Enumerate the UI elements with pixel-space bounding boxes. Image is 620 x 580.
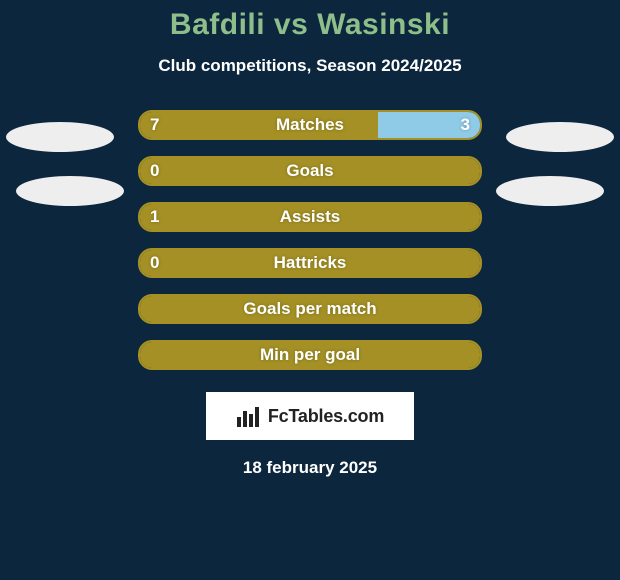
- stat-bar: Hattricks0: [138, 248, 482, 278]
- stat-label: Goals: [140, 158, 480, 184]
- title-player2: Wasinski: [317, 8, 450, 41]
- logo-box[interactable]: FcTables.com: [206, 392, 414, 440]
- stat-value-player2: [460, 342, 480, 368]
- stat-bar: Matches7 3: [138, 110, 482, 140]
- stat-label: Assists: [140, 204, 480, 230]
- logo-text: FcTables.com: [268, 406, 384, 427]
- title-vs: vs: [274, 8, 308, 41]
- stat-row: Hattricks0: [0, 240, 620, 286]
- stat-value-player2: [460, 204, 480, 230]
- page-title: Bafdili vs Wasinski: [0, 8, 620, 42]
- stat-label: Matches: [140, 112, 480, 138]
- stat-value-player1: 0: [140, 158, 169, 184]
- stat-value-player1: 0: [140, 250, 169, 276]
- footer-date: 18 february 2025: [0, 458, 620, 478]
- stat-value-player2: [460, 158, 480, 184]
- stat-label: Min per goal: [140, 342, 480, 368]
- bars-icon: [236, 405, 262, 427]
- stat-value-player1: [140, 296, 160, 322]
- stat-bar: Assists1: [138, 202, 482, 232]
- stat-area: Matches73Goals0Assists1Hattricks0Goals p…: [0, 102, 620, 378]
- title-player1: Bafdili: [170, 8, 265, 41]
- stat-value-player2: 3: [451, 112, 480, 138]
- stat-bar: Goals per match: [138, 294, 482, 324]
- stat-bar: Goals0: [138, 156, 482, 186]
- subtitle: Club competitions, Season 2024/2025: [0, 56, 620, 76]
- stat-row: Goals per match: [0, 286, 620, 332]
- stat-row: Goals0: [0, 148, 620, 194]
- stat-value-player2: [460, 296, 480, 322]
- stat-value-player2: [460, 250, 480, 276]
- stat-label: Hattricks: [140, 250, 480, 276]
- stat-value-player1: [140, 342, 160, 368]
- comparison-card: Bafdili vs Wasinski Club competitions, S…: [0, 0, 620, 580]
- stat-value-player1: 1: [140, 204, 169, 230]
- stat-bar: Min per goal: [138, 340, 482, 370]
- stat-row: Min per goal: [0, 332, 620, 378]
- stat-row: Assists1: [0, 194, 620, 240]
- stat-row: Matches7 3: [0, 102, 620, 148]
- stat-value-player1: 7: [140, 112, 169, 138]
- stat-label: Goals per match: [140, 296, 480, 322]
